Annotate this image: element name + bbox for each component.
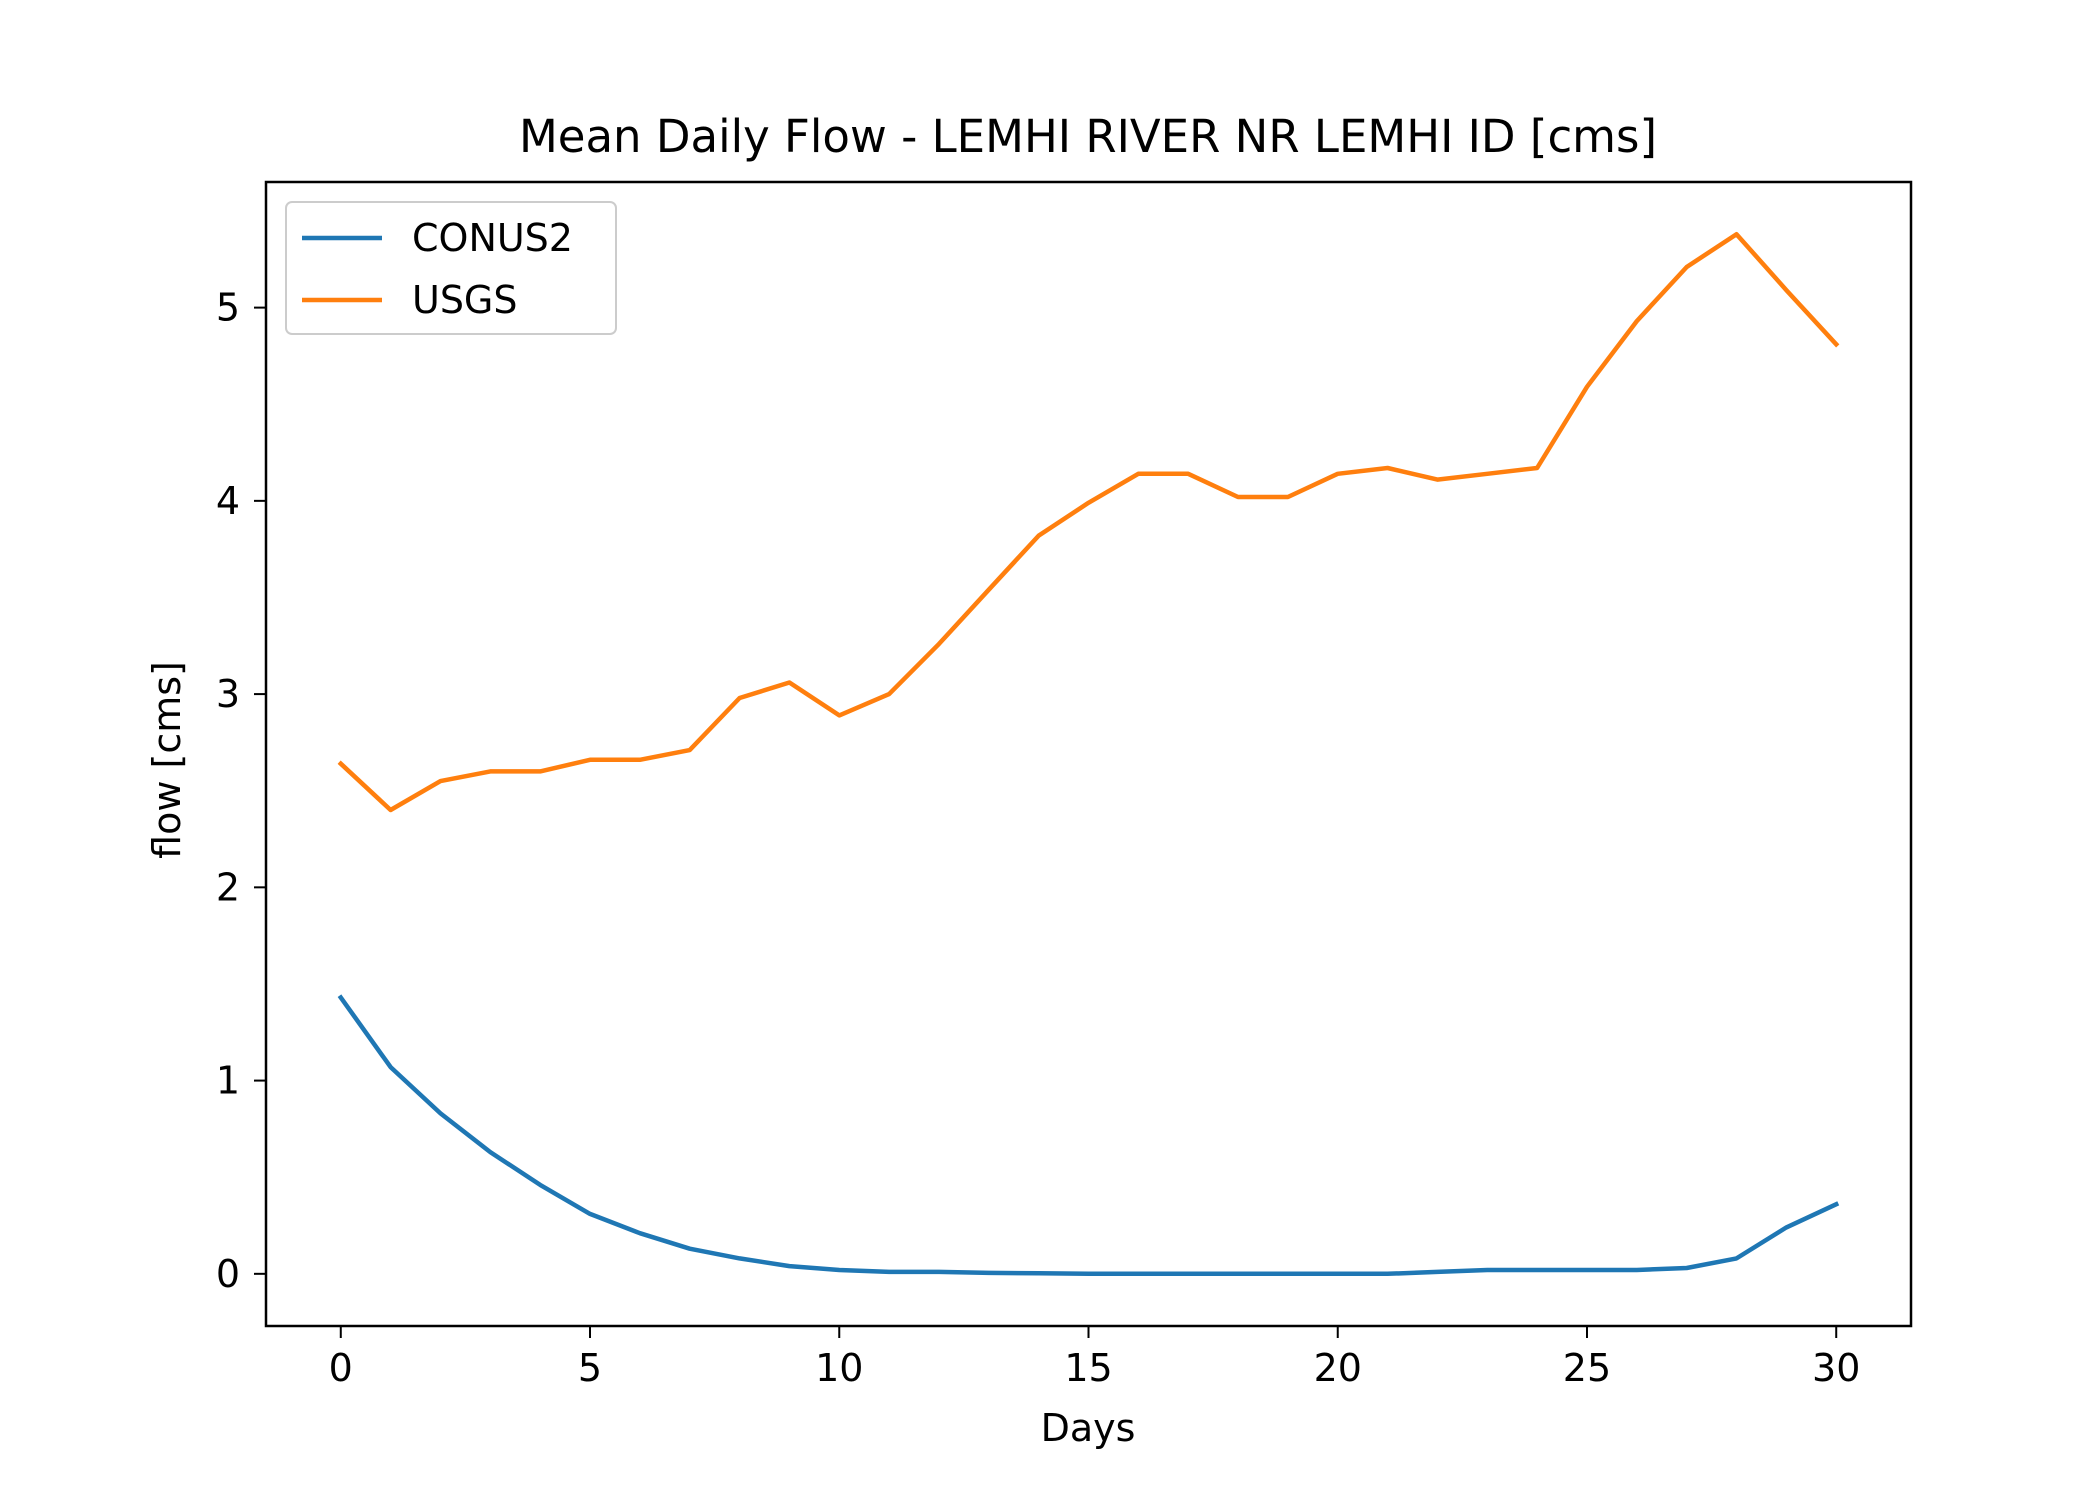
x-axis-label: Days xyxy=(1041,1406,1136,1450)
x-tick-label: 20 xyxy=(1314,1346,1362,1390)
y-tick-label: 3 xyxy=(216,672,240,716)
chart-title: Mean Daily Flow - LEMHI RIVER NR LEMHI I… xyxy=(519,110,1657,163)
legend: CONUS2 USGS xyxy=(285,201,617,335)
x-tick-label: 25 xyxy=(1563,1346,1611,1390)
legend-label-usgs: USGS xyxy=(412,278,518,322)
y-tick-label: 1 xyxy=(216,1059,240,1103)
x-tick-label: 15 xyxy=(1064,1346,1112,1390)
y-tick-label: 2 xyxy=(216,865,240,909)
y-tick-label: 0 xyxy=(216,1252,240,1296)
y-tick-label: 4 xyxy=(216,479,240,523)
x-tick-label: 30 xyxy=(1812,1346,1860,1390)
series-lines xyxy=(337,231,1840,1277)
series-line-usgs xyxy=(337,231,1840,813)
x-axis-ticks: 0 5 10 15 20 25 30 xyxy=(329,1326,1860,1390)
series-line-conus2 xyxy=(337,994,1840,1277)
y-tick-label: 5 xyxy=(216,286,240,330)
x-tick-label: 10 xyxy=(815,1346,863,1390)
x-tick-label: 0 xyxy=(329,1346,353,1390)
x-tick-label: 5 xyxy=(578,1346,602,1390)
y-axis-ticks: 0 1 2 3 4 5 xyxy=(216,286,266,1296)
legend-label-conus2: CONUS2 xyxy=(412,216,573,260)
y-axis-label: flow [cms] xyxy=(145,661,189,859)
